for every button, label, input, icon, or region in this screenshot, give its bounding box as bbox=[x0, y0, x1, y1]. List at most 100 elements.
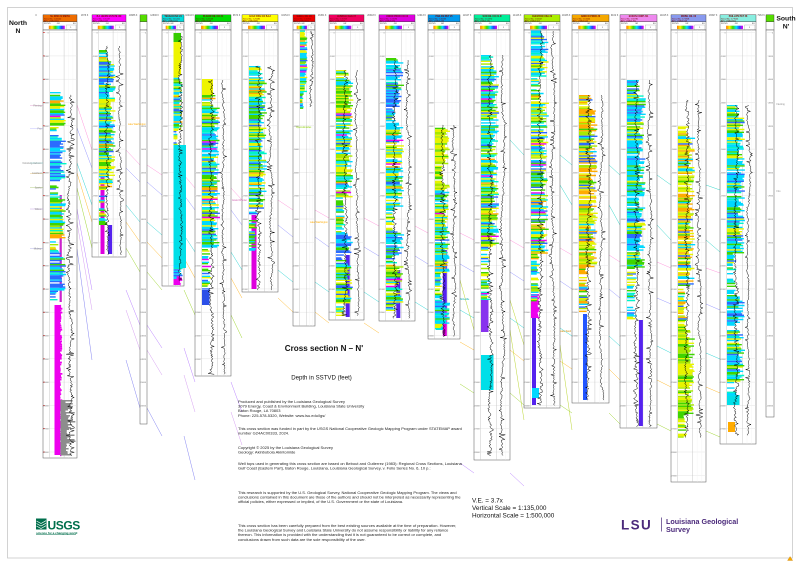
svg-text:-12000: -12000 bbox=[42, 312, 49, 314]
svg-text:-4000: -4000 bbox=[721, 126, 727, 128]
svg-text:-12000: -12000 bbox=[473, 312, 480, 314]
svg-text:-7000: -7000 bbox=[429, 196, 435, 198]
svg-text:1: 1 bbox=[179, 27, 181, 29]
svg-text:GR: GR bbox=[489, 23, 493, 25]
svg-text:UNION PROD CO #2: UNION PROD CO #2 bbox=[386, 16, 409, 18]
svg-text:GR: GR bbox=[735, 23, 739, 25]
svg-text:12636 ft: 12636 ft bbox=[150, 14, 159, 17]
svg-text:SSTVD: SSTVD bbox=[475, 23, 482, 25]
svg-text:-4000: -4000 bbox=[44, 126, 50, 128]
svg-text:GR: GR bbox=[635, 23, 639, 25]
svg-text:Serial No.: 115411: Serial No.: 115411 bbox=[163, 17, 181, 20]
svg-text:16154 ft: 16154 ft bbox=[281, 14, 290, 17]
svg-text:V.E. = 3.7x: V.E. = 3.7x bbox=[472, 498, 504, 505]
svg-text:-6000: -6000 bbox=[294, 172, 300, 174]
svg-text:-5000: -5000 bbox=[196, 149, 202, 151]
svg-text:-13000: -13000 bbox=[194, 336, 201, 338]
svg-text:-2000: -2000 bbox=[475, 79, 481, 81]
svg-text:-6000: -6000 bbox=[93, 172, 99, 174]
svg-text:-4000: -4000 bbox=[429, 126, 435, 128]
svg-text:-3000: -3000 bbox=[141, 103, 147, 105]
svg-text:-16000: -16000 bbox=[670, 405, 677, 407]
svg-text:-12000: -12000 bbox=[523, 312, 530, 314]
svg-text:SSTVD: SSTVD bbox=[621, 23, 628, 25]
svg-text:ILD: ILD bbox=[605, 23, 609, 25]
svg-text:PAN AM PET #5: PAN AM PET #5 bbox=[435, 15, 453, 18]
svg-text:-3000: -3000 bbox=[243, 103, 249, 105]
svg-text:0: 0 bbox=[479, 33, 481, 35]
svg-text:-5000: -5000 bbox=[429, 149, 435, 151]
svg-text:-12000: -12000 bbox=[427, 312, 434, 314]
svg-text:SL 3456 #1 SMITH: SL 3456 #1 SMITH bbox=[50, 15, 70, 18]
svg-text:-1000: -1000 bbox=[196, 56, 202, 58]
svg-text:-4000: -4000 bbox=[294, 126, 300, 128]
svg-text:0: 0 bbox=[200, 33, 202, 35]
svg-text:-9000: -9000 bbox=[330, 242, 336, 244]
svg-text:API: 170820685: API: 170820685 bbox=[243, 19, 259, 22]
svg-text:-7000: -7000 bbox=[163, 196, 169, 198]
svg-text:-8000: -8000 bbox=[330, 219, 336, 221]
svg-text:-3000: -3000 bbox=[475, 103, 481, 105]
svg-text:Serial No.: 105137: Serial No.: 105137 bbox=[93, 17, 111, 20]
svg-text:Serial No.: 100000: Serial No.: 100000 bbox=[44, 17, 62, 20]
svg-text:-11000: -11000 bbox=[43, 289, 50, 291]
svg-text:-9000: -9000 bbox=[44, 242, 50, 244]
svg-text:Lake Washington: Lake Washington bbox=[128, 123, 146, 126]
svg-text:AMOCO PROD #3: AMOCO PROD #3 bbox=[581, 15, 601, 18]
svg-text:-2000: -2000 bbox=[141, 79, 147, 81]
svg-text:-14000: -14000 bbox=[571, 359, 578, 361]
svg-text:-10000: -10000 bbox=[194, 266, 201, 268]
svg-text:-11000: -11000 bbox=[474, 289, 481, 291]
svg-text:-15000: -15000 bbox=[571, 382, 578, 384]
svg-text:GR: GR bbox=[57, 23, 61, 25]
svg-text:ILD: ILD bbox=[180, 23, 184, 25]
svg-text:-11000: -11000 bbox=[572, 289, 579, 291]
svg-text:Frio: Frio bbox=[38, 127, 43, 130]
svg-text:0: 0 bbox=[35, 14, 37, 17]
svg-text:-12000: -12000 bbox=[140, 312, 147, 314]
svg-text:-3000: -3000 bbox=[44, 103, 50, 105]
svg-text:GR: GR bbox=[441, 23, 445, 25]
svg-text:-1000: -1000 bbox=[672, 56, 678, 58]
svg-text:-17000: -17000 bbox=[473, 429, 480, 431]
svg-text:14015 ft: 14015 ft bbox=[660, 14, 669, 17]
svg-text:GR: GR bbox=[257, 23, 261, 25]
svg-text:Abbeville: Abbeville bbox=[460, 298, 470, 301]
svg-text:-13000: -13000 bbox=[719, 336, 726, 338]
svg-text:GR: GR bbox=[587, 23, 591, 25]
svg-text:-10000: -10000 bbox=[427, 266, 434, 268]
svg-text:-3000: -3000 bbox=[93, 103, 99, 105]
svg-text:ILD: ILD bbox=[274, 23, 278, 25]
svg-text:-4000: -4000 bbox=[243, 126, 249, 128]
svg-text:-2000: -2000 bbox=[93, 79, 99, 81]
svg-text:-5000: -5000 bbox=[573, 149, 579, 151]
svg-text:API: 170820137: API: 170820137 bbox=[93, 19, 109, 22]
svg-text:-16000: -16000 bbox=[719, 405, 726, 407]
svg-text:-14000: -14000 bbox=[670, 359, 677, 361]
svg-text:1: 1 bbox=[749, 27, 751, 29]
svg-text:26318 ft: 26318 ft bbox=[367, 14, 376, 17]
svg-text:-8000: -8000 bbox=[294, 219, 300, 221]
svg-text:-11000: -11000 bbox=[428, 289, 435, 291]
svg-text:SSTVD: SSTVD bbox=[721, 23, 728, 25]
svg-text:ILD: ILD bbox=[227, 23, 231, 25]
svg-text:-9000: -9000 bbox=[380, 242, 386, 244]
svg-text:-14000: -14000 bbox=[140, 359, 147, 361]
svg-text:-7000: -7000 bbox=[621, 196, 627, 198]
svg-text:-1000: -1000 bbox=[380, 56, 386, 58]
svg-text:-12000: -12000 bbox=[719, 312, 726, 314]
svg-text:SSTVD: SSTVD bbox=[330, 23, 337, 25]
svg-text:GR: GR bbox=[170, 23, 174, 25]
svg-text:Survey: Survey bbox=[666, 525, 690, 534]
svg-text:-10000: -10000 bbox=[378, 266, 385, 268]
svg-text:0: 0 bbox=[247, 33, 249, 35]
svg-text:-3000: -3000 bbox=[294, 103, 300, 105]
svg-text:-8000: -8000 bbox=[93, 219, 99, 221]
svg-text:-3000: -3000 bbox=[573, 103, 579, 105]
svg-text:-2000: -2000 bbox=[330, 79, 336, 81]
svg-text:0: 0 bbox=[145, 33, 147, 35]
svg-text:-7000: -7000 bbox=[672, 196, 678, 198]
svg-text:-1000: -1000 bbox=[621, 56, 627, 58]
svg-text:0: 0 bbox=[97, 33, 99, 35]
svg-text:-4000: -4000 bbox=[525, 126, 531, 128]
